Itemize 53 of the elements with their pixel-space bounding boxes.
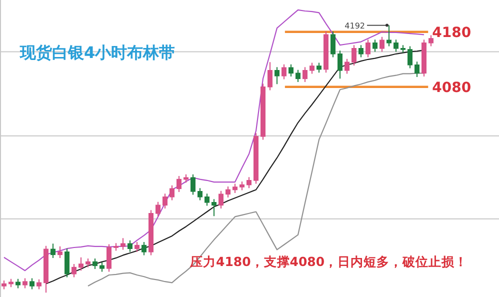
candlestick xyxy=(288,64,294,77)
candlestick xyxy=(16,278,20,289)
candlestick xyxy=(50,243,56,258)
candlestick xyxy=(190,174,196,196)
candlestick xyxy=(358,44,364,58)
candlestick xyxy=(36,278,42,290)
candlestick xyxy=(64,248,70,278)
candlestick xyxy=(156,201,160,218)
y-tick-label: 4180 xyxy=(432,24,472,41)
candlestick xyxy=(274,66,280,85)
candlestick xyxy=(296,69,300,82)
candlestick xyxy=(128,240,132,252)
candlestick xyxy=(380,36,384,52)
candlestick xyxy=(226,186,230,198)
candlestick xyxy=(134,242,140,252)
candlestick xyxy=(58,246,62,258)
annotation: 4192 xyxy=(344,21,365,30)
candlestick xyxy=(212,198,216,217)
candlestick xyxy=(170,184,174,201)
candlestick xyxy=(268,62,272,91)
candlestick xyxy=(310,62,314,74)
candlestick xyxy=(414,61,420,78)
candlestick xyxy=(372,39,378,52)
y-tick-label: 4080 xyxy=(432,80,472,96)
candlestick xyxy=(302,66,308,82)
candlestick xyxy=(366,39,370,58)
candlestick xyxy=(78,256,84,272)
candlestick xyxy=(246,176,252,189)
candlestick xyxy=(352,44,356,66)
candlestick xyxy=(22,278,28,289)
candlestick xyxy=(394,39,398,52)
candlestick xyxy=(330,30,336,58)
candlestick xyxy=(106,244,112,272)
annotation: 压力4180，支撑4080，日内短多，破位止损！ xyxy=(189,254,468,269)
candlestick xyxy=(316,62,322,74)
candlestick xyxy=(282,64,286,80)
candlestick xyxy=(142,242,146,256)
candlestick xyxy=(30,278,34,290)
candlestick xyxy=(232,183,238,194)
candlestick xyxy=(344,58,350,74)
candlestick xyxy=(120,238,126,250)
candlestick xyxy=(176,176,182,192)
candlestick xyxy=(92,258,98,270)
candlestick xyxy=(338,50,342,80)
candlestick xyxy=(72,264,76,278)
text: 现货白银4小时布林带 xyxy=(19,43,176,62)
candlestick xyxy=(204,193,210,206)
candlestick xyxy=(218,190,224,209)
candlestick xyxy=(198,188,202,201)
candlestick xyxy=(162,193,168,209)
candlestick xyxy=(408,46,412,69)
candlestick xyxy=(428,34,434,47)
candlestick xyxy=(100,262,104,272)
